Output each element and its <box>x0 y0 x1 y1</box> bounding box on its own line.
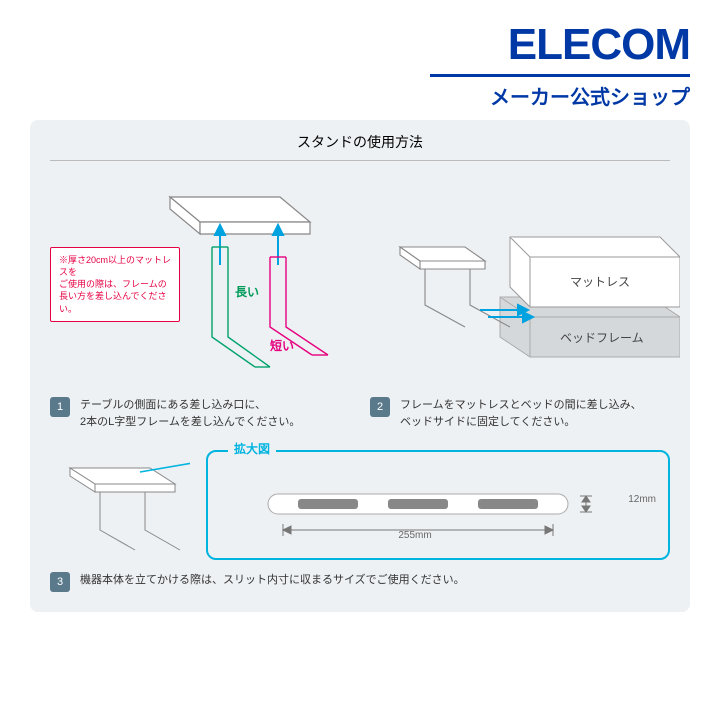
bed-svg <box>370 177 680 387</box>
brand-divider <box>430 74 690 77</box>
expand-box: 拡大図 <box>206 450 670 560</box>
slit-svg <box>208 452 668 562</box>
panel-title: スタンドの使用方法 <box>50 120 670 160</box>
mini-tray-svg <box>50 450 190 560</box>
step-3-text: 機器本体を立てかける際は、スリット内寸に収まるサイズでご使用ください。 <box>80 572 465 589</box>
label-long: 長い <box>235 283 259 300</box>
step-1-callout: ※厚さ20cm以上のマットレスをご使用の際は、フレームの長い方を差し込んでくださ… <box>50 247 180 322</box>
dim-height: 12mm <box>628 494 656 505</box>
step-1-text: テーブルの側面にある差し込み口に、2本のL字型フレームを差し込んでください。 <box>80 397 300 430</box>
step-2: マットレス ベッドフレーム 2 フレームをマットレスとベッドの間に差し込み、ベッ… <box>370 177 670 430</box>
panel-divider <box>50 160 670 161</box>
label-mattress: マットレス <box>570 273 630 290</box>
step-3-number: 3 <box>50 572 70 592</box>
step-2-text: フレームをマットレスとベッドの間に差し込み、ベッドサイドに固定してください。 <box>400 397 642 430</box>
step-2-illustration: マットレス ベッドフレーム <box>370 177 670 387</box>
brand-logo: ELECOM <box>30 20 690 70</box>
step-2-number: 2 <box>370 397 390 417</box>
step-1-number: 1 <box>50 397 70 417</box>
brand-tagline: メーカー公式ショップ <box>30 81 690 110</box>
label-short: 短い <box>270 337 294 354</box>
step-1: ※厚さ20cm以上のマットレスをご使用の際は、フレームの長い方を差し込んでくださ… <box>50 177 350 430</box>
label-bedframe: ベッドフレーム <box>560 329 644 346</box>
step-3: 拡大図 <box>50 450 670 592</box>
step-1-illustration: ※厚さ20cm以上のマットレスをご使用の際は、フレームの長い方を差し込んでくださ… <box>50 177 350 387</box>
instruction-panel: スタンドの使用方法 <box>30 120 690 612</box>
dim-width: 255mm <box>398 530 431 541</box>
step-3-mini-illustration <box>50 450 190 560</box>
